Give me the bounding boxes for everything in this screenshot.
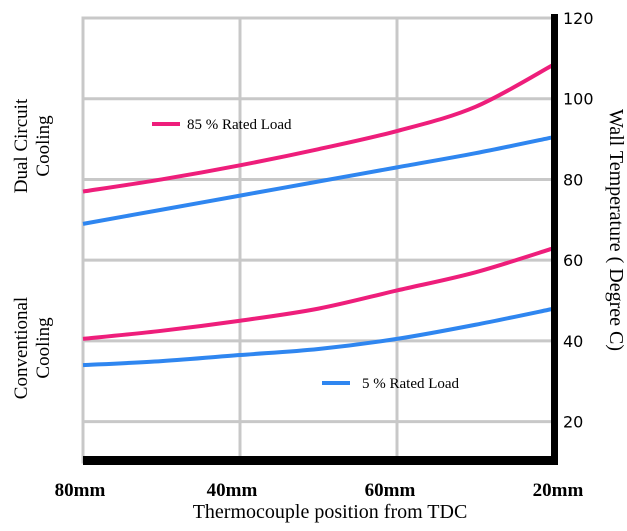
y-tick-label: 80	[563, 170, 583, 189]
x-tick-label: 60mm	[365, 480, 416, 501]
series-layer	[82, 62, 555, 368]
series-line-0	[82, 62, 555, 194]
series-line-2	[82, 246, 555, 341]
x-tick-label: 40mm	[207, 480, 258, 501]
y-axis-title: Wall Temperature ( Degree C)	[605, 109, 627, 351]
x-tick-label: 80mm	[55, 480, 106, 501]
y-axis-line	[551, 14, 558, 465]
plot-frame	[81, 16, 556, 464]
x-tick-label: 20mm	[533, 480, 584, 501]
group-label-dual-line2: Cooling	[33, 115, 54, 177]
y-tick-label: 60	[563, 251, 583, 270]
y-tick-label: 40	[563, 332, 583, 351]
legend-label-85: 85 % Rated Load	[187, 117, 292, 133]
series-line-1	[82, 135, 555, 226]
x-axis-line	[83, 456, 557, 465]
y-tick-label: 120	[563, 9, 594, 28]
group-label-dual-line1: Dual Circuit	[11, 98, 32, 193]
grid-lines	[81, 16, 556, 464]
legend-label-5: 5 % Rated Load	[362, 376, 460, 392]
y-tick-label: 20	[563, 413, 583, 432]
y-tick-label: 100	[563, 90, 594, 109]
x-axis-title: Thermocouple position from TDC	[193, 501, 468, 523]
tick-labels: 20 40 60 80 100 120 80mm 40mm 60mm 20mm	[55, 9, 594, 501]
group-label-conventional-line1: Conventional	[11, 297, 32, 399]
series-line-3	[82, 306, 555, 368]
group-label-conventional-line2: Cooling	[33, 317, 54, 379]
